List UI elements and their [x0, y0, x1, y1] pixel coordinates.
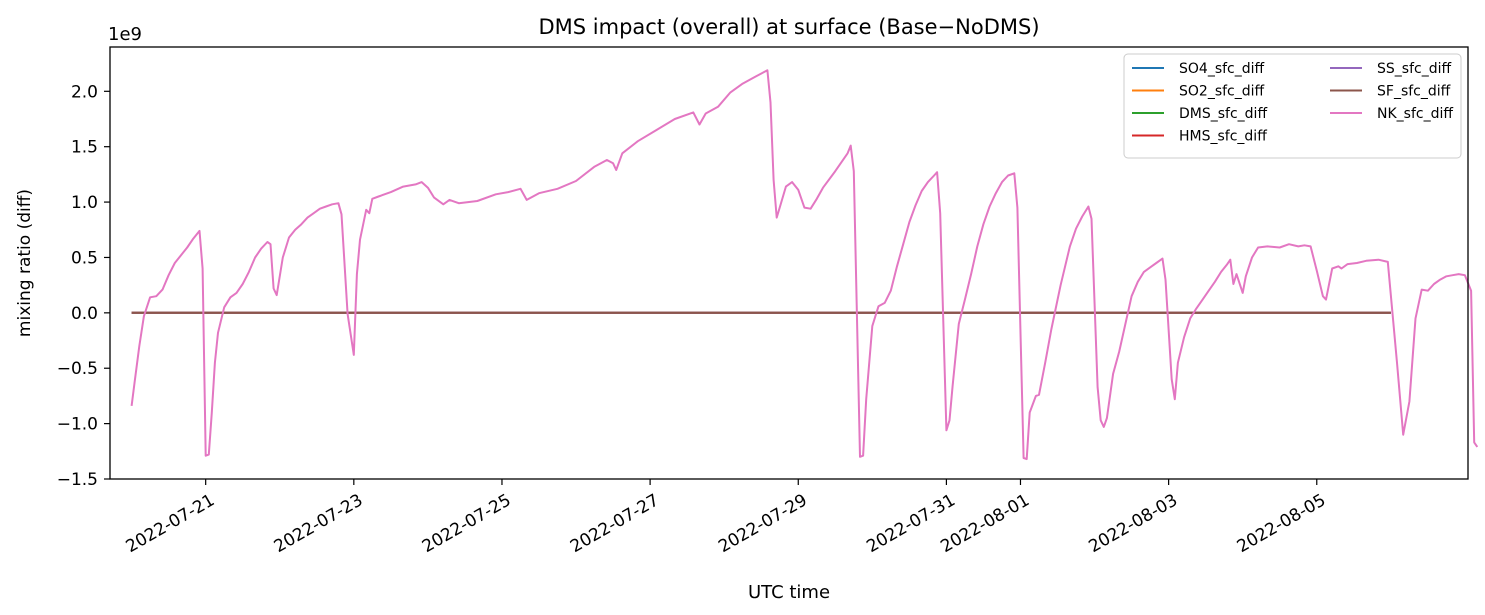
y-tick-label: 1.0: [71, 193, 98, 213]
legend-items: SO4_sfc_diff SO2_sfc_diff DMS_sfc_diff HMS_…: [1132, 61, 1453, 145]
y-tick-label: 2.0: [71, 82, 98, 102]
legend-label: SO4_sfc_diff: [1179, 61, 1265, 77]
x-tick-label: 2022-07-29: [715, 490, 811, 557]
x-axis: 2022-07-21 2022-07-23 2022-07-25 2022-07-27…: [123, 479, 1330, 557]
x-tick-label: 2022-07-27: [567, 490, 663, 557]
x-axis-label: UTC time: [748, 582, 830, 603]
legend-box: [1123, 53, 1462, 159]
y-offset-text: 1e9: [108, 24, 142, 45]
legend: SO4_sfc_diff SO2_sfc_diff DMS_sfc_diff HMS_…: [1123, 53, 1462, 159]
series-line-nk-sfc-diff: [130, 69, 1479, 461]
legend-label: SF_sfc_diff: [1377, 84, 1451, 100]
x-tick-label: 2022-07-21: [123, 490, 219, 557]
x-tick-label: 2022-07-23: [271, 490, 367, 557]
chart-title: DMS impact (overall) at surface (Base−No…: [538, 15, 1039, 39]
y-tick-label: 1.5: [71, 138, 98, 158]
y-axis-label: mixing ratio (diff): [15, 189, 35, 337]
x-tick-label: 2022-08-03: [1086, 490, 1182, 557]
y-tick-label: 0.5: [71, 248, 98, 268]
legend-label: NK_sfc_diff: [1377, 106, 1453, 122]
legend-label: SS_sfc_diff: [1377, 61, 1451, 77]
legend-label: SO2_sfc_diff: [1179, 84, 1265, 100]
y-tick-label: −1.5: [57, 470, 98, 490]
y-tick-label: 0.0: [71, 304, 98, 324]
y-tick-label: −1.0: [57, 415, 98, 435]
x-tick-label: 2022-08-05: [1234, 490, 1330, 557]
legend-label: DMS_sfc_diff: [1179, 106, 1267, 122]
plot-lines: [130, 69, 1479, 461]
plot-frame: [109, 46, 1469, 480]
y-tick-label: −0.5: [57, 359, 98, 379]
y-axis: −1.5 −1.0 −0.5 0.0 0.5 1.0 1.5 2.0: [57, 82, 110, 490]
legend-label: HMS_sfc_diff: [1179, 129, 1267, 145]
x-tick-label: 2022-07-25: [419, 490, 515, 557]
